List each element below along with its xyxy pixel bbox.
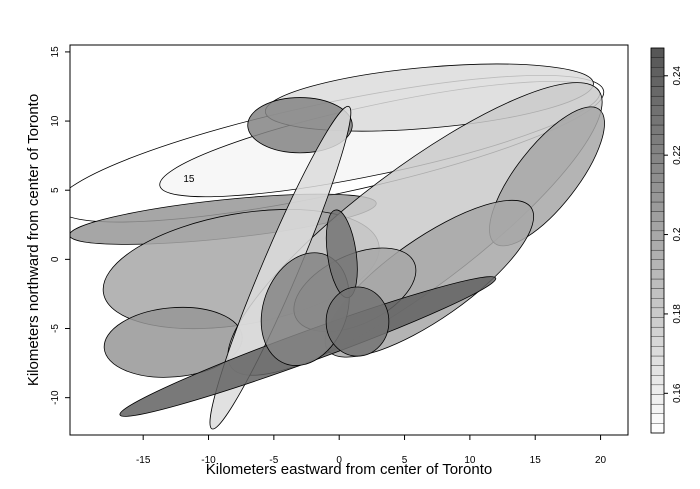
x-tick-label: 0 bbox=[336, 455, 342, 466]
colorbar-stripe bbox=[650, 211, 665, 222]
colorbar-stripe bbox=[650, 394, 665, 405]
plot-frame bbox=[69, 44, 629, 436]
colorbar-stripe bbox=[650, 259, 665, 270]
x-tick-label: 5 bbox=[402, 455, 408, 466]
colorbar-stripe bbox=[650, 201, 665, 212]
colorbar-stripe bbox=[650, 307, 665, 318]
x-axis-title: Kilometers eastward from center of Toron… bbox=[206, 461, 493, 478]
colorbar-stripe bbox=[650, 144, 665, 155]
colorbar-stripe bbox=[650, 269, 665, 280]
colorbar-stripe bbox=[650, 365, 665, 376]
colorbar-stripe bbox=[650, 326, 665, 337]
ellipse bbox=[325, 286, 390, 357]
colorbar-stripe bbox=[650, 76, 665, 87]
colorbar-stripe bbox=[650, 192, 665, 203]
x-tick-label: 10 bbox=[464, 455, 476, 466]
colorbar-stripe bbox=[650, 384, 665, 395]
colorbar-stripe bbox=[650, 47, 665, 58]
y-tick-label: 0 bbox=[50, 256, 61, 262]
x-tick-label: 15 bbox=[530, 455, 542, 466]
x-tick-label: -5 bbox=[269, 455, 278, 466]
colorbar-tick-label: 0.24 bbox=[672, 66, 683, 86]
colorbar-stripe bbox=[650, 124, 665, 135]
colorbar-stripe bbox=[650, 249, 665, 260]
annotation: 15 bbox=[183, 174, 195, 185]
colorbar-stripe bbox=[650, 67, 665, 78]
colorbar-stripe bbox=[650, 355, 665, 366]
y-tick-label: 5 bbox=[50, 187, 61, 193]
colorbar-stripe bbox=[650, 230, 665, 241]
colorbar-stripe bbox=[650, 403, 665, 414]
colorbar-tick-label: 0.2 bbox=[672, 227, 683, 241]
plot-area bbox=[70, 63, 605, 430]
colorbar-stripe bbox=[650, 288, 665, 299]
colorbar-stripe bbox=[650, 346, 665, 357]
colorbar-stripe bbox=[650, 163, 665, 174]
x-tick-label: 20 bbox=[595, 455, 607, 466]
colorbar-stripe bbox=[650, 336, 665, 347]
colorbar-stripe bbox=[650, 134, 665, 145]
colorbar-stripe bbox=[650, 105, 665, 116]
x-tick-label: -10 bbox=[201, 455, 216, 466]
colorbar-frame bbox=[650, 47, 665, 434]
colorbar-stripe bbox=[650, 153, 665, 164]
colorbar-stripe bbox=[650, 240, 665, 251]
y-tick-label: -5 bbox=[50, 324, 61, 333]
colorbar-stripe bbox=[650, 115, 665, 126]
colorbar-stripe bbox=[650, 375, 665, 386]
colorbar-stripe bbox=[650, 298, 665, 309]
colorbar-stripe bbox=[650, 221, 665, 232]
colorbar-stripe bbox=[650, 278, 665, 289]
colorbar-stripe bbox=[650, 317, 665, 328]
colorbar-tick-label: 0.22 bbox=[672, 145, 683, 165]
y-tick-label: 10 bbox=[50, 115, 61, 127]
colorbar-stripe bbox=[650, 182, 665, 193]
colorbar-tick-label: 0.18 bbox=[672, 304, 683, 324]
colorbar-stripe bbox=[650, 423, 665, 434]
colorbar-stripe bbox=[650, 413, 665, 424]
colorbar-tick-label: 0.16 bbox=[672, 383, 683, 403]
colorbar-stripe bbox=[650, 95, 665, 106]
colorbar-stripe bbox=[650, 86, 665, 97]
colorbar-stripe bbox=[650, 172, 665, 183]
colorbar-stripe bbox=[650, 57, 665, 68]
y-tick-label: 15 bbox=[50, 46, 61, 58]
x-tick-label: -15 bbox=[136, 455, 151, 466]
y-axis-title: Kilometers northward from center of Toro… bbox=[25, 94, 42, 386]
y-tick-label: -10 bbox=[50, 390, 61, 405]
